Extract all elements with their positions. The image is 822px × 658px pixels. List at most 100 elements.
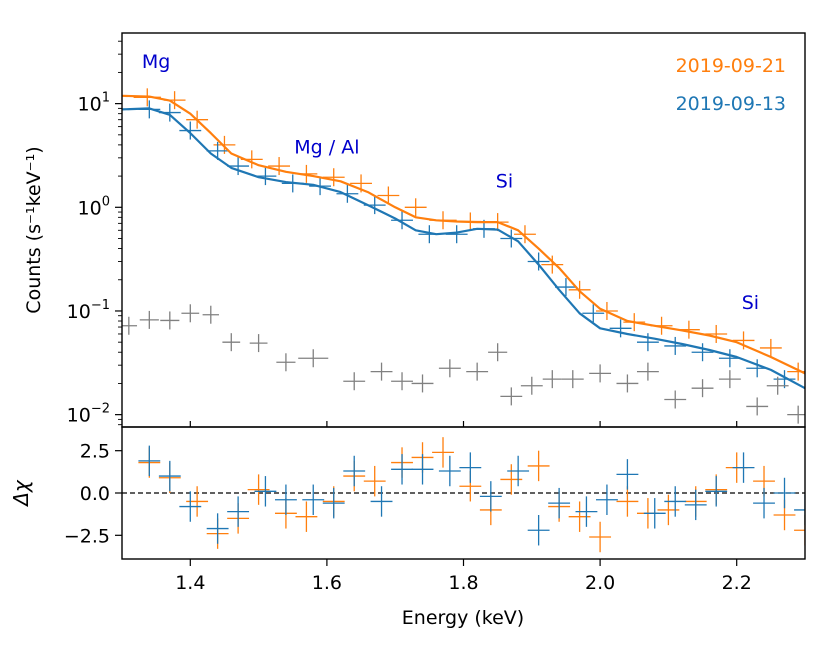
residual-point-2019-09-13 (664, 486, 687, 517)
residual-point-2019-09-13 (548, 487, 571, 519)
residuals-x-ticks: 1.4 1.6 1.8 2.0 2.2 (175, 559, 752, 594)
y-tick-label: 101 (78, 91, 110, 116)
background-point (466, 362, 489, 381)
residual-point-2019-09-13 (643, 498, 666, 529)
background-point (561, 370, 584, 389)
x-tick-label: 1.4 (175, 572, 205, 594)
background-point (160, 311, 180, 330)
residual-y-tick-label: −2.5 (64, 525, 110, 547)
background-point (370, 362, 393, 381)
obs-2019-09-13-point (206, 141, 229, 160)
residual-point-2019-09-13 (732, 452, 755, 483)
background-point (139, 310, 159, 329)
background-point (438, 359, 461, 378)
model-line-2019-09-13 (122, 107, 805, 390)
background-point (343, 372, 366, 391)
residual-point-2019-09-13 (254, 476, 277, 507)
obs-2019-09-13-point (664, 336, 687, 355)
background-point (488, 343, 508, 362)
residuals-y-label: Δχ (9, 479, 33, 508)
residual-point-2019-09-13 (391, 454, 413, 485)
background-point (746, 397, 769, 416)
residual-point-2019-09-21 (527, 450, 550, 482)
background-point (718, 370, 741, 389)
residual-point-2019-09-13 (596, 484, 618, 515)
obs-2019-09-13-point (391, 211, 413, 230)
obs-2019-09-13-point (179, 121, 202, 140)
annotation-label: Mg / Al (294, 137, 359, 159)
background-point (636, 362, 659, 381)
background-point (589, 364, 612, 383)
residuals-data (122, 437, 805, 553)
y-tick-label: 10−2 (67, 402, 110, 427)
obs-2019-09-13-point (527, 252, 550, 271)
legend-entry: 2019-09-13 (676, 93, 786, 115)
residual-point-2019-09-13 (575, 496, 598, 527)
obs-2019-09-13-point (582, 304, 605, 323)
residual-point-2019-09-13 (527, 515, 550, 546)
obs-2019-09-13-point (227, 157, 250, 176)
residual-point-2019-09-13 (479, 481, 502, 512)
legend-entry: 2019-09-21 (676, 55, 786, 77)
residual-point-2019-09-13 (138, 445, 161, 477)
obs-2019-09-21-point (322, 168, 345, 187)
residual-point-2019-09-21 (794, 515, 805, 546)
x-tick-label: 2.2 (722, 572, 752, 594)
background-point (766, 376, 789, 395)
background-point (616, 374, 639, 393)
background-point (181, 304, 200, 323)
obs-2019-09-21-point (732, 331, 755, 350)
obs-2019-09-21-point (514, 225, 536, 244)
residual-point-2019-09-13 (158, 460, 181, 492)
residual-point-2019-09-21 (616, 486, 639, 517)
residual-point-2019-09-13 (322, 487, 345, 519)
residual-point-2019-09-13 (370, 486, 393, 517)
obs-2019-09-13-point (691, 343, 714, 362)
residual-y-tick-label: 0.0 (80, 483, 110, 505)
residuals-panel: 2.5 0.0 −2.5 1.4 1.6 1.8 2.0 2.2 Δχ Energy (ke… (9, 426, 806, 629)
obs-2019-09-13-point (636, 333, 659, 352)
obs-2019-09-21-point (404, 198, 427, 217)
background-point (202, 305, 219, 324)
residual-point-2019-09-13 (411, 454, 434, 485)
obs-2019-09-21-point (377, 186, 400, 205)
background-point (298, 349, 329, 368)
background-point (691, 379, 714, 398)
background-point (276, 353, 296, 372)
line-annotations: Mg Mg / Al Si Si (142, 51, 759, 314)
obs-2019-09-13-point (609, 319, 632, 338)
y-tick-label: 100 (78, 194, 110, 219)
residual-point-2019-09-13 (343, 455, 366, 487)
annotation-label: Si (742, 292, 759, 314)
residual-point-2019-09-13 (753, 487, 775, 519)
residual-point-2019-09-13 (302, 484, 325, 515)
annotation-label: Si (496, 171, 513, 193)
residuals-y-ticks: 2.5 0.0 −2.5 (64, 441, 122, 547)
residual-point-2019-09-13 (684, 489, 707, 521)
background-point (222, 333, 241, 352)
obs-2019-09-21-point (268, 157, 291, 176)
background-point (520, 376, 543, 395)
obs-2019-09-21-point (705, 324, 728, 343)
spectrum-data (122, 88, 805, 424)
obs-2019-09-13-point (336, 184, 359, 203)
legend: 2019-09-21 2019-09-13 (676, 55, 786, 115)
residual-point-2019-09-13 (794, 494, 805, 526)
spectrum-y-ticks: 10−2 10−1 100 101 (67, 40, 738, 427)
background-point (500, 387, 523, 406)
residual-point-2019-09-13 (459, 452, 482, 483)
x-tick-label: 2.0 (585, 572, 615, 594)
x-axis-label: Energy (keV) (402, 607, 524, 629)
y-tick-label: 10−1 (67, 298, 110, 323)
residual-point-2019-09-13 (507, 455, 530, 487)
residuals-frame (121, 426, 806, 560)
residual-point-2019-09-13 (773, 477, 796, 509)
residual-point-2019-09-21 (589, 521, 612, 553)
x-tick-label: 1.6 (312, 572, 342, 594)
model-line-2019-09-21 (122, 94, 805, 375)
spectrum-y-label: Counts (s⁻¹keV⁻¹) (23, 146, 45, 313)
obs-2019-09-21-point (541, 255, 564, 274)
obs-2019-09-21-point (759, 338, 782, 357)
